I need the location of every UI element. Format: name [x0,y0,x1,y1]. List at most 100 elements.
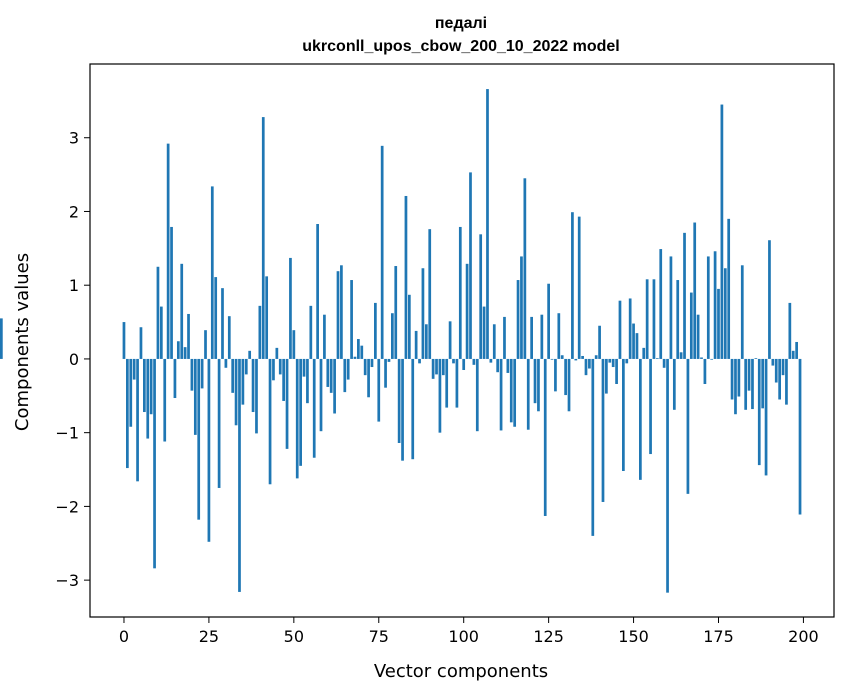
bar-8 [149,358,153,415]
bar-60 [326,358,330,387]
bar-146 [618,300,622,359]
bar-193 [778,358,781,400]
y-tick-label: 1 [69,276,79,295]
bar-195 [785,358,788,405]
bar-148 [625,358,629,364]
bar-83 [404,195,408,359]
bar-23 [200,358,204,389]
bar-13 [166,143,170,359]
bar-49 [289,257,292,359]
bar-64 [340,265,343,359]
bar-45 [275,347,279,359]
bar-103 [472,358,476,365]
bar-26 [210,186,214,359]
x-tick-label: 175 [703,627,734,646]
bar-17 [180,263,184,359]
bar-31 [227,316,231,359]
bar-30 [224,358,228,368]
bar-22 [197,358,201,520]
bar-29 [221,288,224,359]
bar-76 [380,145,384,359]
bar-12 [163,358,167,442]
bar-128 [557,313,561,359]
bar-99 [458,226,462,359]
bar-117 [520,256,523,359]
bar-161 [669,256,673,359]
bar-108 [489,358,493,363]
bar-34 [238,358,241,592]
bar-172 [706,256,710,359]
bar-89 [424,324,428,359]
bar-111 [499,358,503,431]
bars-group [0,89,802,593]
bar-86 [414,330,418,359]
y-tick-label: 3 [69,129,79,148]
bar-119 [526,358,530,430]
bar-144 [611,358,615,368]
bar-75 [377,358,381,422]
bar-104 [475,358,479,432]
bar-81 [397,358,401,443]
bar-62 [333,358,336,414]
bar-199 [798,358,802,515]
bar-170 [700,357,703,359]
bar-1 [126,358,129,469]
bar-9 [153,358,156,569]
x-tick-label: 100 [448,627,479,646]
bar-undefined [0,318,3,359]
bar-67 [350,280,353,359]
bar-92 [435,358,438,375]
bar-137 [588,358,591,369]
y-tick-label: −2 [55,497,79,516]
bar-44 [272,358,275,381]
bar-114 [509,358,513,423]
bar-123 [540,314,544,359]
bar-53 [302,358,306,377]
bar-191 [771,358,775,366]
bar-109 [492,324,496,359]
bar-155 [649,358,652,455]
bar-42 [265,276,269,359]
bar-110 [496,358,500,373]
y-axis-ticks: −3 −2 −1 0 1 2 3 [55,129,90,590]
y-tick-label: −1 [55,424,79,443]
bar-0 [122,322,126,359]
bar-88 [421,268,425,359]
bar-112 [503,316,506,359]
bar-55 [309,305,313,359]
bar-43 [268,358,272,485]
bar-95 [445,358,449,408]
x-tick-label: 150 [618,627,649,646]
bar-171 [703,358,707,384]
bar-25 [207,358,211,542]
bar-5 [139,327,143,359]
bar-85 [411,358,415,460]
bar-91 [431,358,435,379]
bar-125 [547,283,550,359]
bar-73 [370,358,374,368]
bar-84 [407,294,411,359]
bar-58 [319,358,323,432]
bar-130 [564,358,567,396]
bar-77 [384,358,387,388]
y-tick-label: 2 [69,202,79,221]
bar-3 [132,358,136,380]
x-tick-label: 0 [119,627,129,646]
bar-122 [537,358,540,412]
bar-190 [768,240,771,359]
bar-132 [571,212,574,359]
bar-176 [720,104,724,359]
bar-168 [693,222,697,359]
bar-59 [323,314,326,359]
bar-160 [666,358,669,593]
bar-118 [523,178,527,359]
bar-194 [781,358,785,376]
bar-50 [292,330,296,359]
bar-116 [516,280,520,359]
x-tick-label: 200 [788,627,819,646]
bar-124 [543,358,547,516]
bar-185 [751,358,754,410]
bar-66 [346,358,350,380]
bar-87 [418,358,421,364]
x-tick-label: 125 [533,627,564,646]
